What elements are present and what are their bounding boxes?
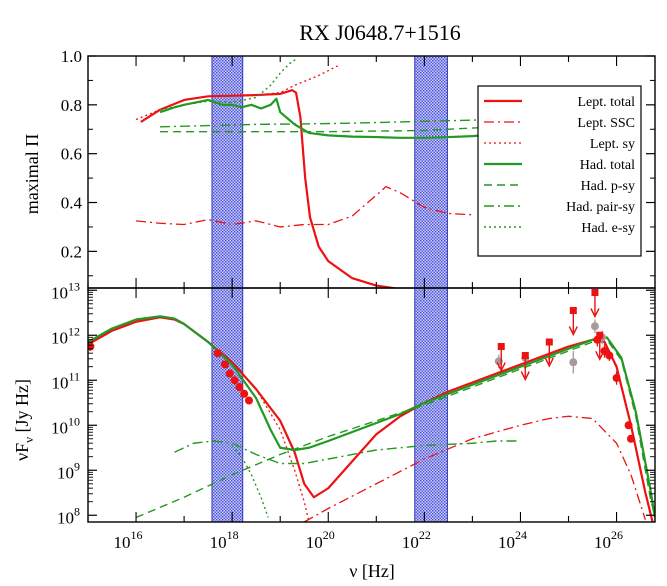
- x-tick-label: 1026: [594, 528, 623, 552]
- data-point-17: [612, 374, 621, 382]
- top-y-tick-label: 0.2: [61, 242, 82, 261]
- upper-limit-arrow: [496, 362, 506, 373]
- frequency-band-1: [211, 55, 244, 523]
- data-point-5: [230, 376, 239, 385]
- legend-label-had-e-sy: Had. e-sy: [581, 221, 635, 236]
- bottom-series-had-pair-sy: [174, 440, 521, 465]
- top-y-axis-label: maximal Π: [22, 134, 42, 214]
- data-point-6: [235, 383, 244, 391]
- legend-label-lept-sy: Lept. sy: [590, 137, 635, 152]
- bottom-y-axis-label: νFν [Jy Hz]: [12, 379, 36, 461]
- x-tick-label: 1020: [306, 528, 335, 552]
- bottom-y-tick-label: 1011: [51, 369, 80, 392]
- data-point-4: [225, 369, 234, 378]
- top-y-tick-label: 0.6: [61, 145, 82, 164]
- upper-limit-arrow: [520, 371, 530, 382]
- top-y-tick-label: 0.8: [61, 96, 82, 115]
- legend-label-had-total: Had. total: [580, 158, 635, 173]
- bottom-series-had-p-sy: [135, 339, 655, 519]
- x-tick-label: 1016: [114, 528, 143, 552]
- frequency-bands: [211, 55, 448, 523]
- data-point-2: [213, 349, 222, 358]
- upper-limit-arrow: [595, 350, 605, 361]
- bottom-series-lept-sy: [88, 316, 310, 522]
- upper-limit-arrow: [568, 326, 578, 337]
- top-series-lept-sy: [135, 65, 339, 121]
- data-point-19: [626, 434, 635, 443]
- bottom-series-lept-ssc: [303, 415, 647, 522]
- data-point-18: [624, 421, 633, 430]
- bottom-panel-frame: [87, 287, 656, 523]
- x-tick-label: 1022: [402, 528, 431, 552]
- bottom-y-tick-label: 109: [57, 459, 80, 482]
- x-axis-label: ν [Hz]: [349, 561, 395, 581]
- data-point-8: [244, 396, 253, 405]
- bottom-panel-data-points: [88, 289, 635, 443]
- data-point-11: [569, 358, 578, 367]
- top-y-tick-label: 1.0: [61, 47, 82, 66]
- data-point-16: [605, 351, 614, 360]
- bottom-y-tick-label: 1013: [51, 279, 80, 302]
- bottom-y-tick-label: 1010: [51, 414, 80, 437]
- data-point-12: [590, 322, 599, 331]
- chart-title: RX J0648.7+1516: [299, 20, 461, 45]
- frequency-band-2: [414, 55, 448, 523]
- top-y-tick-label: 0.4: [61, 194, 83, 213]
- upper-limit-arrow: [544, 357, 554, 368]
- legend-label-had-p-sy: Had. p-sy: [581, 179, 635, 194]
- data-point-7: [240, 389, 249, 398]
- bottom-panel-curves: [88, 315, 655, 522]
- x-tick-label: 1024: [498, 528, 527, 552]
- legend-label-had-pair-sy: Had. pair-sy: [566, 200, 635, 215]
- bottom-y-tick-label: 108: [57, 504, 80, 527]
- top-series-had-e-sy: [159, 57, 298, 111]
- legend-label-lept-total: Lept. total: [577, 95, 635, 110]
- bottom-y-tick-label: 1012: [51, 324, 80, 347]
- top-series-lept-ssc: [135, 186, 473, 228]
- panel-frames: [87, 55, 656, 523]
- data-point-3: [220, 360, 229, 369]
- bottom-series-had-e-sy: [231, 445, 269, 518]
- legend-label-lept-ssc: Lept. SSC: [577, 116, 635, 131]
- upper-limit-arrow: [590, 308, 600, 319]
- x-tick-label: 1018: [210, 528, 239, 552]
- legend: Lept. total Lept. SSC Lept. sy Had. total Ha…: [477, 85, 642, 257]
